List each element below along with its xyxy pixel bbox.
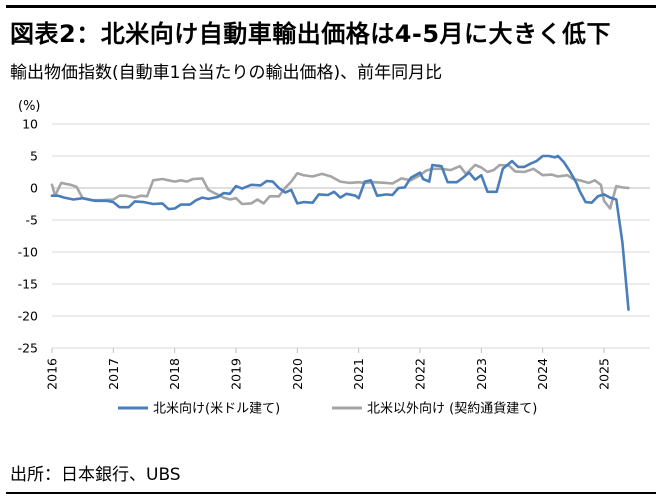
x-tick-label: 2016 [45,358,60,390]
legend-label-0: 北米向け(米ドル建て) [153,401,280,417]
legend-label-1: 北米以外向け (契約通貨建て) [367,401,537,417]
source-note: 出所：日本銀行、UBS [10,465,181,485]
y-ticks: 10 5 0 -5 -10 -15 -20 -25 [18,117,38,356]
x-tick-label: 2023 [474,358,489,390]
x-tick-label: 2021 [351,358,366,390]
y-tick-label: 5 [30,149,38,164]
series-lines [50,154,630,311]
y-tick-label: -25 [18,341,38,356]
chart-title: 図表2：北米向け自動車輸出価格は4-5月に大きく低下 [10,20,612,48]
series-line-0 [50,154,630,311]
y-tick-label: 0 [30,181,38,196]
legend: 北米向け(米ドル建て) 北米以外向け (契約通貨建て) [118,401,537,417]
top-rule [6,5,656,8]
x-tick-label: 2020 [290,358,305,390]
series-line-1 [50,163,630,210]
chart-subtitle: 輸出物価指数(自動車1台当たりの輸出価格)、前年同月比 [10,63,443,83]
y-tick-label: -10 [18,245,38,260]
y-axis-label: (%) [18,99,41,114]
y-tick-label: -15 [18,277,38,292]
x-ticks: 2016 2017 2018 2019 2020 2021 2022 2023 2024 2025 [45,348,612,390]
y-tick-label: -5 [26,213,38,228]
x-tick-label: 2022 [413,358,428,390]
x-tick-label: 2024 [535,358,550,390]
y-tick-label: -20 [18,309,38,324]
bottom-rule [6,492,656,494]
x-tick-label: 2025 [597,358,612,390]
gridlines [52,123,650,349]
x-tick-label: 2018 [167,358,182,390]
x-tick-label: 2017 [106,358,121,390]
y-tick-label: 10 [22,117,38,132]
x-tick-label: 2019 [229,358,244,390]
